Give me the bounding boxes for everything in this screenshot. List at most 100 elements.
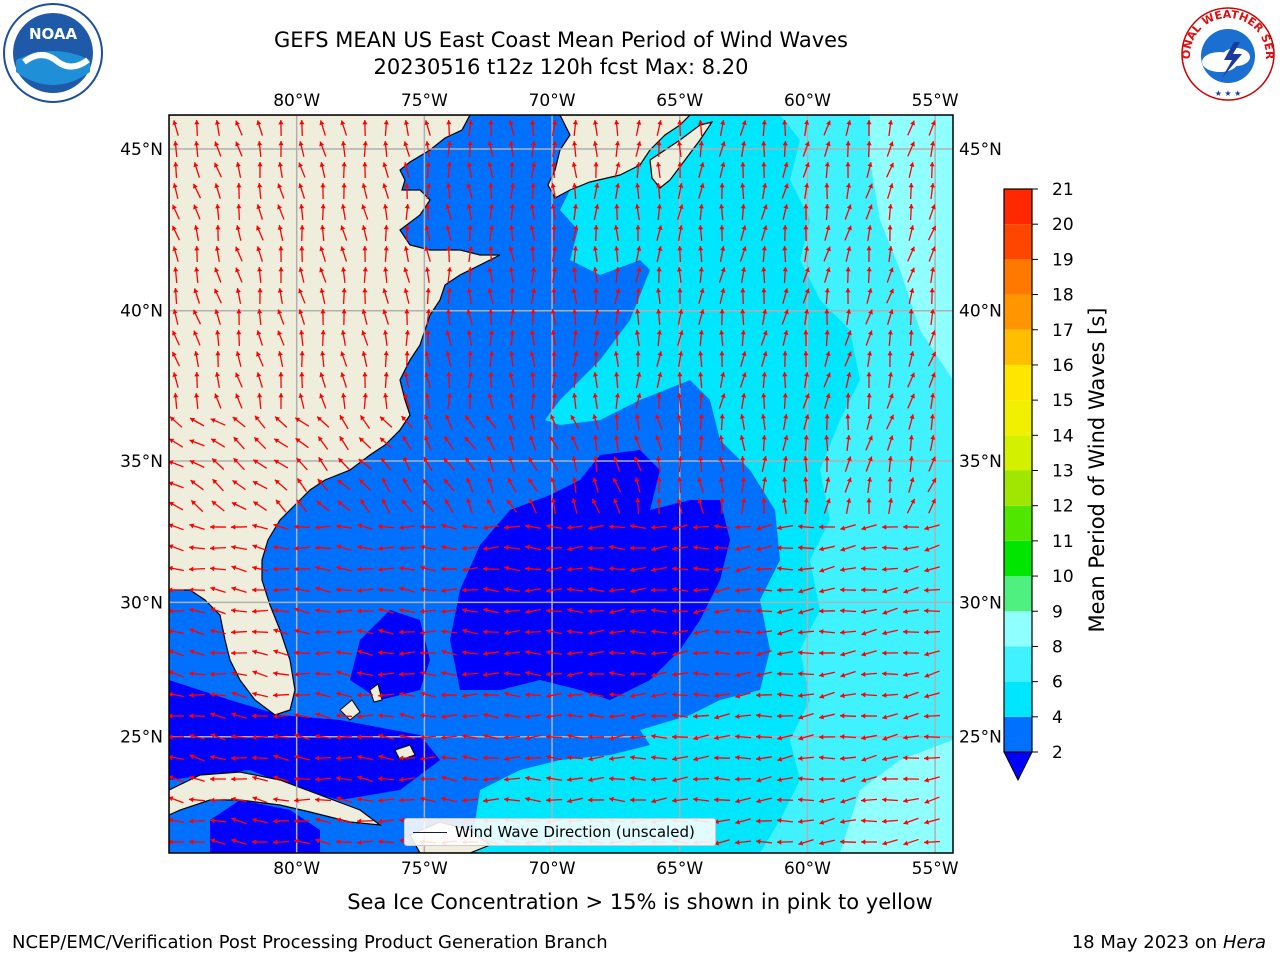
arrow-head	[341, 162, 347, 167]
arrow-head	[882, 609, 888, 615]
arrow-head	[719, 183, 725, 188]
arrow-head	[882, 671, 887, 677]
arrow-head	[735, 819, 741, 825]
arrow-head	[294, 650, 299, 656]
arrow-head	[441, 670, 446, 676]
arrow-head	[318, 457, 324, 463]
arrow-head	[294, 838, 299, 844]
arrow-head	[609, 670, 614, 676]
arrow-head	[840, 546, 846, 552]
arrow-head	[798, 797, 803, 803]
arrow-head	[402, 477, 408, 483]
arrow-head	[252, 839, 257, 845]
arrow-head	[588, 608, 593, 614]
arrow-head	[320, 225, 326, 230]
arrow-head	[714, 819, 719, 825]
arrow-head	[441, 649, 447, 655]
arrow-head	[613, 498, 619, 504]
arrow-head	[635, 288, 641, 293]
arrow-head	[861, 756, 867, 762]
arrow-head	[189, 754, 195, 760]
arrow-head	[172, 120, 178, 126]
arrow-head	[357, 587, 362, 594]
arrow-head	[525, 692, 530, 698]
arrow-head	[172, 225, 177, 231]
arrow-head	[861, 839, 866, 845]
arrow-head	[735, 734, 740, 740]
arrow-head	[910, 120, 915, 126]
arrow-head	[336, 817, 342, 823]
arrow-head	[588, 565, 593, 571]
arrow-head	[798, 545, 803, 551]
arrow-head	[315, 650, 320, 656]
arrow-head	[232, 416, 238, 422]
arrow-head	[235, 120, 240, 126]
arrow-head	[672, 525, 678, 531]
arrow-head	[740, 477, 747, 482]
arrow-head	[756, 651, 762, 657]
arrow-head	[672, 692, 677, 698]
arrow-head	[887, 246, 894, 251]
legend-label: Wind Wave Direction (unscaled)	[455, 823, 695, 841]
arrow-head	[278, 267, 284, 272]
arrow-head	[819, 734, 824, 740]
period-contour-6-8	[760, 115, 953, 853]
arrow-head	[546, 734, 551, 740]
arrow-head	[615, 162, 621, 168]
arrow-head	[215, 204, 221, 209]
arrow-head	[698, 246, 704, 251]
arrow-head	[504, 756, 509, 762]
arrow-head	[718, 456, 724, 462]
arrow-head	[693, 776, 698, 782]
colorbar-tick-label: 6	[1052, 673, 1063, 693]
period-contour-under-2-caribbean	[210, 800, 320, 853]
arrow-head	[235, 393, 241, 399]
arrow-head	[235, 351, 241, 357]
arrow-head	[846, 309, 852, 314]
arrow-head	[341, 267, 347, 272]
arrow-head	[231, 608, 236, 614]
arrow-head	[714, 797, 719, 803]
arrow-head	[256, 372, 262, 378]
arrow-head	[189, 797, 194, 803]
arrow-head	[424, 372, 430, 378]
arrow-head	[336, 691, 342, 697]
arrow-head	[592, 498, 597, 504]
arrow-head	[657, 246, 663, 251]
arrow-head	[211, 438, 217, 444]
arrow-head	[319, 288, 325, 293]
arrow-head	[614, 330, 620, 335]
arrow-head	[714, 671, 719, 677]
arrow-head	[630, 734, 635, 740]
arrow-head	[909, 351, 915, 357]
arrow-head	[252, 481, 258, 486]
arrow-head	[819, 567, 825, 573]
arrow-head	[339, 436, 345, 442]
arrow-head	[740, 456, 746, 461]
arrow-head	[399, 755, 404, 761]
arrow-head	[508, 456, 514, 462]
arrow-head	[274, 438, 280, 444]
arrow-head	[194, 246, 200, 251]
arrow-head	[592, 141, 598, 146]
arrow-head	[296, 499, 302, 505]
arrow-head	[169, 670, 174, 676]
arrow-head	[714, 755, 719, 761]
arrow-head	[193, 330, 199, 336]
arrow-head	[273, 670, 278, 677]
arrow-head	[210, 524, 215, 530]
arrow-head	[446, 141, 453, 146]
arrow-head	[777, 818, 782, 824]
map-subtitle-run: 20230516 t12z 120h fcst Max: 8.20	[373, 55, 749, 79]
arrow-head	[804, 414, 810, 420]
arrow-head	[824, 288, 830, 293]
arrow-head	[399, 691, 404, 697]
arrow-head	[614, 141, 620, 146]
nws-logo: NATIONAL WEATHER SERVICE ★ ★ ★	[1176, 2, 1276, 101]
arrow-head	[825, 393, 831, 399]
arrow-head	[804, 246, 810, 251]
arrow-head	[169, 713, 173, 719]
arrow-head	[825, 351, 831, 357]
colorbar: 2 4 6 8 9 10 11 12 13 14 15 16 17 18 19 20 21	[1003, 180, 1074, 782]
arrow-head	[441, 796, 446, 802]
